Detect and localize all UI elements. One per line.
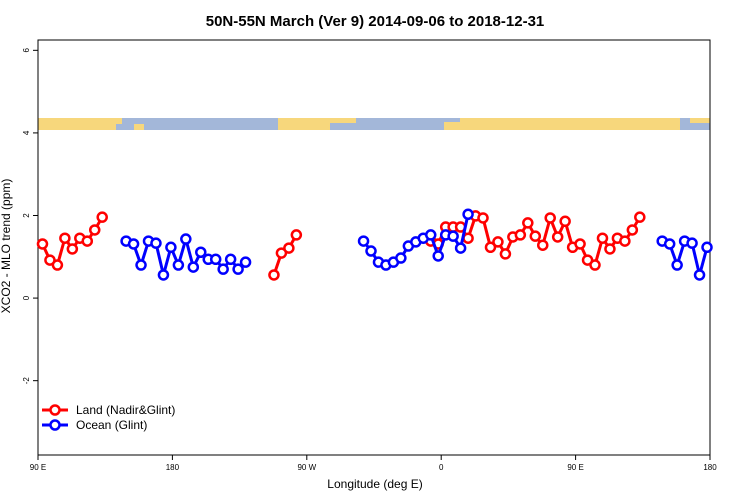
data-point <box>529 230 542 242</box>
data-point <box>432 250 444 262</box>
x-tick-label: 0 <box>439 463 444 472</box>
data-point <box>165 241 177 254</box>
data-point <box>172 259 185 271</box>
legend-marker <box>49 404 61 416</box>
y-tick-label: 0 <box>22 295 31 300</box>
data-point <box>88 224 101 236</box>
data-point <box>96 211 108 223</box>
data-point <box>536 239 549 251</box>
data-point <box>268 269 280 281</box>
data-point <box>187 261 200 273</box>
data-point <box>551 231 564 243</box>
data-point <box>232 263 244 275</box>
data-point <box>686 237 698 249</box>
data-point <box>217 263 229 275</box>
data-point <box>574 238 586 250</box>
data-point <box>275 247 288 259</box>
data-point <box>522 217 534 229</box>
data-point <box>66 243 79 255</box>
map-strip <box>38 118 710 130</box>
data-point <box>634 211 646 223</box>
data-point <box>477 212 489 224</box>
x-tick-label: 180 <box>703 463 717 472</box>
data-point <box>283 242 295 254</box>
data-point <box>365 245 377 257</box>
x-tick-label: 90 E <box>567 463 583 472</box>
data-point <box>589 259 601 271</box>
data-point <box>499 248 512 260</box>
y-tick-label: 6 <box>22 48 31 53</box>
data-point <box>559 215 571 228</box>
x-tick-label: 180 <box>166 463 180 472</box>
data-point <box>127 238 140 250</box>
y-tick-label: 2 <box>22 213 31 218</box>
x-tick-label: 90 E <box>30 463 46 472</box>
data-point <box>462 208 474 221</box>
data-point <box>484 241 497 254</box>
data-point <box>157 269 170 281</box>
data-point <box>36 238 49 250</box>
data-point <box>209 253 222 266</box>
legend-label: Land (Nadir&Glint) <box>76 403 175 417</box>
data-point <box>150 237 162 249</box>
data-point <box>424 229 437 241</box>
data-point <box>454 242 467 254</box>
chart-title: 50N-55N March (Ver 9) 2014-09-06 to 2018… <box>206 13 545 30</box>
data-point <box>195 246 207 258</box>
legend-label: Ocean (Glint) <box>76 418 147 432</box>
legend-marker <box>49 419 61 431</box>
data-point <box>619 235 631 247</box>
data-point <box>663 238 676 250</box>
data-point <box>59 232 71 244</box>
data-point <box>51 259 64 271</box>
data-point <box>596 232 609 244</box>
x-axis-label: Longitude (deg E) <box>327 477 422 491</box>
data-point <box>357 235 370 247</box>
data-point <box>514 229 527 241</box>
x-tick-label: 90 W <box>297 463 316 472</box>
data-point <box>290 229 303 241</box>
data-point <box>626 224 639 236</box>
data-point <box>44 254 56 266</box>
data-point <box>447 230 459 242</box>
data-point <box>395 252 407 264</box>
y-tick-label: -2 <box>22 377 31 385</box>
data-point <box>544 212 556 224</box>
data-point <box>135 259 147 271</box>
data-point <box>180 233 192 245</box>
data-point <box>581 254 594 266</box>
y-tick-label: 4 <box>22 130 31 135</box>
data-point <box>671 259 683 271</box>
data-point <box>693 269 706 281</box>
data-point <box>81 235 94 247</box>
data-point <box>492 236 504 248</box>
data-point <box>701 241 713 254</box>
data-point <box>239 256 252 268</box>
data-point <box>604 243 616 255</box>
y-axis-label: XCO2 - MLO trend (ppm) <box>0 179 13 314</box>
data-point <box>224 253 237 266</box>
